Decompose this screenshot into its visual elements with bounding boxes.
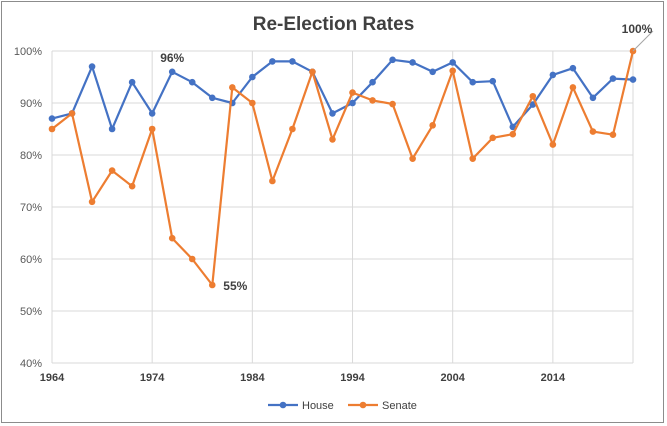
x-tick-label: 1964 [40,372,65,384]
senate-point [569,84,577,91]
house-point [629,76,637,83]
senate-point [168,234,176,242]
house-point [249,73,256,81]
senate-point [609,131,617,139]
y-tick-label: 50% [20,306,42,318]
annotation-leader [632,30,654,52]
house-point [449,59,456,66]
data-label: 100% [622,22,653,36]
senate-point [128,182,136,190]
senate-point [409,155,416,162]
senate-line [51,50,635,287]
senate-point [369,97,376,104]
house-point [269,58,276,65]
x-tick-label: 1984 [240,372,265,384]
house-point [389,56,396,64]
senate-point [108,167,116,174]
senate-point [489,134,497,142]
senate-point [68,110,76,117]
house-point [349,99,356,107]
chart-title: Re-Election Rates [252,14,415,35]
house-point [208,94,216,102]
senate-point [429,122,436,129]
legend-label: House [302,400,334,412]
house-point [369,78,376,86]
series-senate [48,47,637,289]
house-line [51,58,634,131]
x-axis-ticks: 1964 1974 1984 1994 2004 2014 [40,372,566,384]
legend-swatch-marker [279,401,287,409]
y-tick-label: 60% [20,254,42,266]
house-point [128,78,136,86]
x-tick-label: 1994 [340,372,365,384]
senate-point [48,125,56,133]
y-tick-label: 80% [20,150,42,162]
house-point [409,59,416,66]
legend-item-senate: Senate [348,400,417,412]
senate-point [329,136,336,143]
senate-point [148,125,156,133]
senate-point [509,130,517,138]
house-point [329,110,336,117]
house-point [88,63,96,70]
house-point [168,68,176,76]
senate-point [529,92,537,100]
house-point [429,68,436,76]
x-tick-label: 1974 [140,372,165,384]
senate-point [349,89,356,96]
house-point [48,115,56,122]
series-house [48,56,637,133]
y-axis-ticks: 100% 90% 80% 70% 60% 50% 40% [14,46,42,370]
series-group [48,47,637,289]
annotations: 96% 55% 100% [160,22,654,293]
data-label: 55% [223,279,247,293]
house-point [148,110,156,117]
senate-point [589,128,597,135]
legend-item-house: House [268,400,334,412]
house-point [188,78,196,86]
senate-point [469,155,477,162]
house-point [569,64,577,72]
senate-point [309,68,316,76]
house-point [589,94,597,102]
senate-point [88,198,96,206]
house-point [489,77,497,85]
house-point [509,123,517,131]
data-label: 96% [160,51,184,65]
y-tick-label: 90% [20,98,42,110]
senate-point [208,281,216,289]
y-tick-label: 70% [20,202,42,214]
house-point [609,75,617,82]
senate-point [269,177,276,185]
legend-swatch-marker [359,401,367,409]
senate-point [449,67,456,75]
y-tick-label: 100% [14,46,42,58]
senate-point [289,125,296,133]
legend: House Senate [268,400,417,412]
gridlines [51,50,634,364]
senate-point [188,255,196,263]
house-point [549,71,557,79]
senate-point [389,100,396,108]
house-point [469,78,477,86]
y-tick-label: 40% [20,358,42,370]
x-tick-label: 2004 [440,372,465,384]
x-tick-label: 2014 [541,372,566,384]
house-point [108,125,116,133]
senate-point [229,84,236,91]
house-point [289,58,296,65]
legend-label: Senate [382,400,417,412]
senate-point [549,141,557,148]
senate-point [249,99,256,107]
